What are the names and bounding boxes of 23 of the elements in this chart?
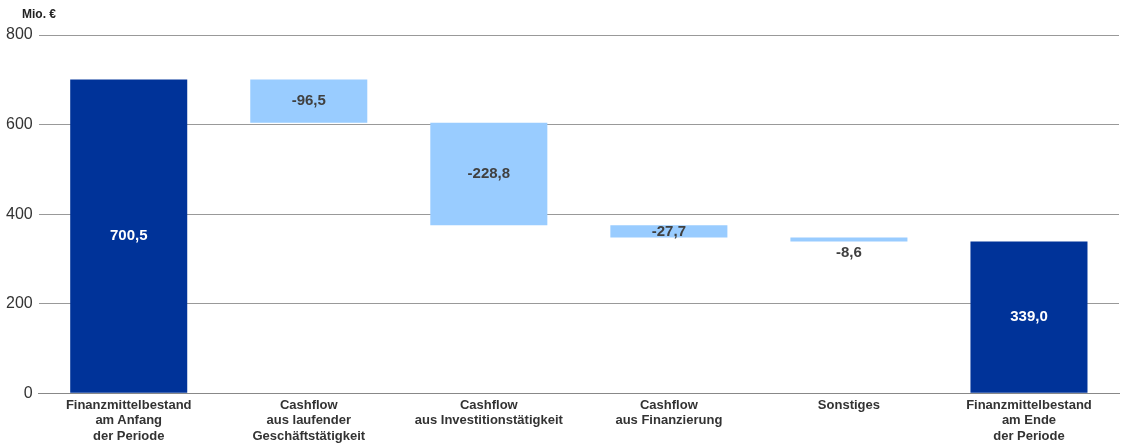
bar (70, 79, 188, 393)
y-tick-label: 200 (5, 294, 33, 312)
data-label: 339,0 (1010, 307, 1048, 325)
bar (970, 241, 1088, 393)
data-label: -27,7 (651, 221, 686, 239)
bar (430, 122, 548, 226)
data-label: 700,5 (109, 226, 148, 244)
bar (250, 79, 368, 123)
x-tick-label: Cashflow aus Finanzierung (615, 396, 723, 428)
y-tick-label: 400 (5, 204, 33, 222)
y-tick-label: 600 (5, 114, 33, 132)
data-label: -8,6 (835, 242, 862, 260)
y-tick-label: 800 (5, 25, 33, 43)
x-tick-label: Cashflow aus laufender Geschäftstätigkeit (252, 396, 366, 443)
x-tick-label: Cashflow aus Investitionstätigkeit (414, 396, 564, 428)
x-tick-label: Finanzmittelbestand am Ende der Periode (966, 396, 1092, 443)
data-label: -96,5 (291, 91, 326, 109)
bar (610, 225, 728, 238)
data-label: -228,8 (467, 164, 511, 182)
y-axis-title: Mio. € (22, 7, 57, 22)
y-tick-label: 0 (23, 383, 33, 401)
x-tick-label: Sonstiges (817, 396, 880, 412)
x-tick-label: Finanzmittelbestand am Anfang der Periode (65, 396, 192, 443)
